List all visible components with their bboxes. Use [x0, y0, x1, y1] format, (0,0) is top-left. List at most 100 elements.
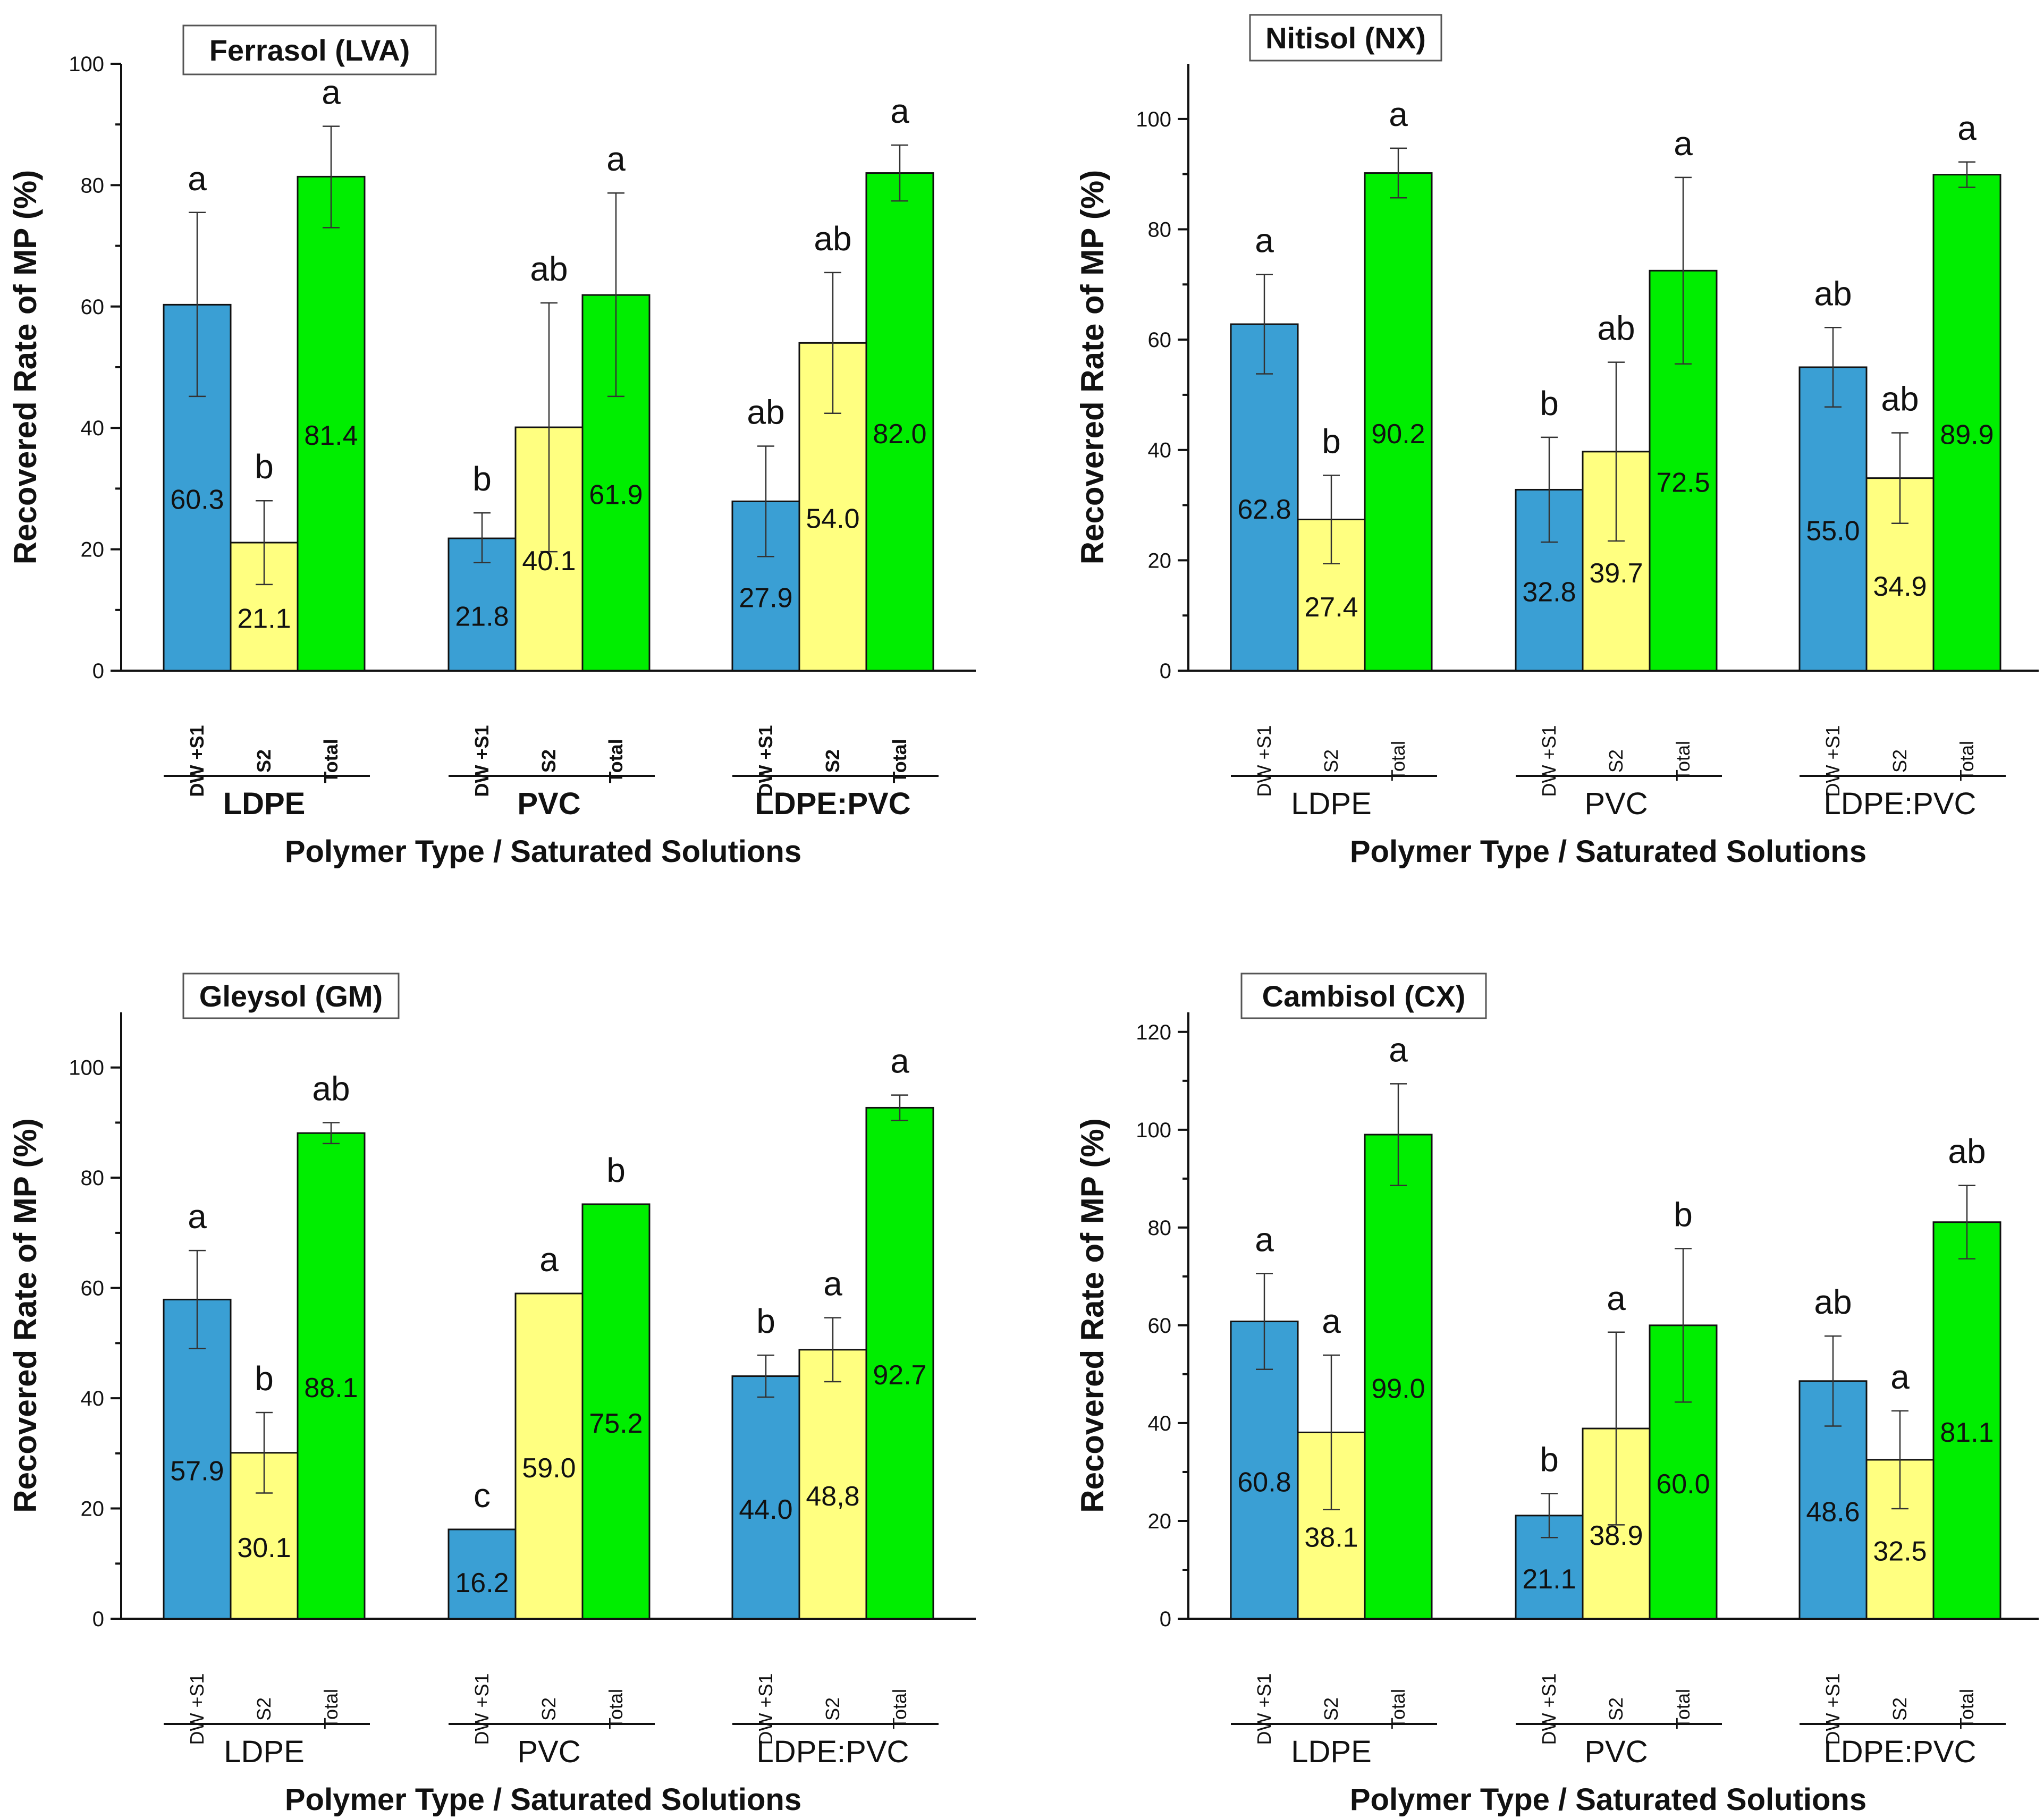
significance-letter: a: [1322, 1302, 1341, 1340]
y-axis-label: Recovered Rate of MP (%): [7, 170, 43, 564]
y-axis-label: Recovered Rate of MP (%): [1075, 170, 1110, 564]
bar-total: [865, 172, 934, 672]
y-tick-label: 80: [1148, 1216, 1172, 1240]
category-label: DW +S1: [755, 725, 776, 797]
y-tick-label: 60: [1148, 1314, 1172, 1338]
bar-value-label: 57.9: [170, 1456, 224, 1487]
chart-title: Nitisol (NX): [1265, 21, 1426, 55]
category-label: S2: [1889, 749, 1911, 773]
bar-value-label: 88.1: [304, 1373, 358, 1403]
bar-total: [1932, 174, 2001, 672]
significance-letter: b: [1540, 384, 1559, 422]
bar-value-label: 27.4: [1304, 592, 1358, 623]
chart-panel-2: 0 20 40 60 80 100 Recovered Rate of MP (%) 57.9…: [7, 973, 976, 1817]
significance-letter: b: [255, 1359, 274, 1398]
significance-letter: a: [1389, 95, 1408, 133]
category-label: Total: [605, 1689, 627, 1729]
bar-value-label: 62.8: [1237, 494, 1291, 525]
bar-dw_s1: [1798, 366, 1868, 672]
category-label: Total: [1672, 1689, 1694, 1729]
significance-letter: a: [890, 92, 909, 130]
bar-value-label: 48,8: [806, 1481, 859, 1512]
significance-letter: ab: [312, 1069, 350, 1107]
y-axis-label: Recovered Rate of MP (%): [7, 1118, 43, 1512]
x-axis-title: Polymer Type / Saturated Solutions: [1350, 834, 1866, 869]
bar-value-label: 60.0: [1656, 1469, 1710, 1500]
x-axis-title: Polymer Type / Saturated Solutions: [285, 1782, 801, 1817]
group-label: LDPE:PVC: [1824, 787, 1977, 821]
significance-letter: b: [756, 1302, 775, 1340]
chart-title: Ferrasol (LVA): [209, 33, 410, 67]
group-label: LDPE: [223, 787, 306, 821]
significance-letter: ab: [1881, 380, 1919, 418]
y-tick-label: 80: [81, 174, 105, 197]
y-tick-label: 0: [1160, 1608, 1171, 1631]
chart-title-box: [1240, 973, 1487, 1019]
bar-value-label: 60.3: [170, 485, 224, 515]
category-label: DW +S1: [1538, 1673, 1560, 1745]
significance-letter: a: [1389, 1030, 1408, 1069]
significance-letter: ab: [1814, 1283, 1852, 1321]
y-tick-label: 20: [1148, 1510, 1172, 1533]
y-tick-label: 0: [92, 659, 104, 683]
significance-letter: b: [606, 1151, 626, 1189]
bar-s2: [514, 1292, 584, 1620]
y-tick-label: 40: [1148, 1412, 1172, 1435]
chart-panel-3: 0 20 40 60 80 100 120 Recovered Rate of MP (%) 6…: [1075, 973, 2039, 1817]
y-tick-label: 80: [81, 1166, 105, 1190]
bar-value-label: 81.1: [1940, 1417, 1994, 1448]
bar-value-label: 21.8: [455, 602, 509, 632]
significance-letter: a: [823, 1265, 842, 1303]
bar-value-label: 27.9: [739, 583, 792, 614]
category-label: Total: [320, 1689, 342, 1729]
group-label: PVC: [1584, 787, 1648, 821]
group-label: PVC: [1584, 1735, 1648, 1769]
bar-value-label: 16.2: [455, 1568, 509, 1599]
y-tick-label: 80: [1148, 218, 1172, 241]
significance-letter: a: [606, 140, 626, 178]
bar-value-label: 34.9: [1873, 571, 1927, 602]
y-tick-label: 60: [1148, 328, 1172, 352]
significance-letter: ab: [1597, 309, 1635, 348]
bar-value-label: 32.8: [1522, 577, 1576, 608]
significance-letter: a: [322, 73, 341, 112]
y-tick-label: 0: [1160, 659, 1171, 683]
bar-value-label: 21.1: [1522, 1564, 1576, 1595]
y-tick-label: 60: [81, 1277, 105, 1300]
bar-value-label: 82.0: [873, 419, 926, 450]
category-label: S2: [1320, 1697, 1342, 1721]
bar-value-label: 44.0: [739, 1494, 792, 1525]
chart-title-box: [182, 973, 400, 1019]
significance-letter: a: [1255, 222, 1274, 260]
bar-total: [1364, 1134, 1433, 1620]
y-tick-label: 20: [81, 538, 105, 562]
group-label: LDPE: [224, 1735, 305, 1769]
bar-value-label: 48.6: [1806, 1496, 1860, 1527]
category-label: Total: [889, 1689, 910, 1729]
bar-s2: [798, 1349, 867, 1620]
y-tick-label: 60: [81, 295, 105, 319]
bar-value-label: 99.0: [1371, 1374, 1425, 1405]
significance-letter: a: [1674, 124, 1693, 163]
significance-letter: a: [188, 159, 207, 198]
group-label: PVC: [517, 787, 580, 821]
group-label: LDPE:PVC: [755, 787, 910, 821]
y-tick-label: 40: [1148, 439, 1172, 462]
y-tick-label: 100: [1136, 1119, 1171, 1142]
category-label: S2: [1889, 1697, 1911, 1721]
y-tick-label: 20: [1148, 549, 1172, 572]
significance-letter: a: [1890, 1358, 1910, 1396]
y-tick-label: 100: [1136, 108, 1171, 131]
category-label: S2: [822, 1697, 843, 1721]
category-label: Total: [1956, 741, 1978, 781]
category-label: DW +S1: [471, 725, 493, 797]
category-label: S2: [1605, 749, 1627, 773]
chart-title: Cambisol (CX): [1262, 979, 1466, 1013]
category-label: Total: [1956, 1689, 1978, 1729]
category-label: S2: [253, 1697, 275, 1721]
category-label: Total: [1387, 741, 1409, 781]
bar-value-label: 21.1: [237, 604, 291, 635]
bar-value-label: 61.9: [589, 480, 643, 511]
category-label: S2: [253, 749, 275, 773]
bar-value-label: 38.1: [1304, 1523, 1358, 1553]
